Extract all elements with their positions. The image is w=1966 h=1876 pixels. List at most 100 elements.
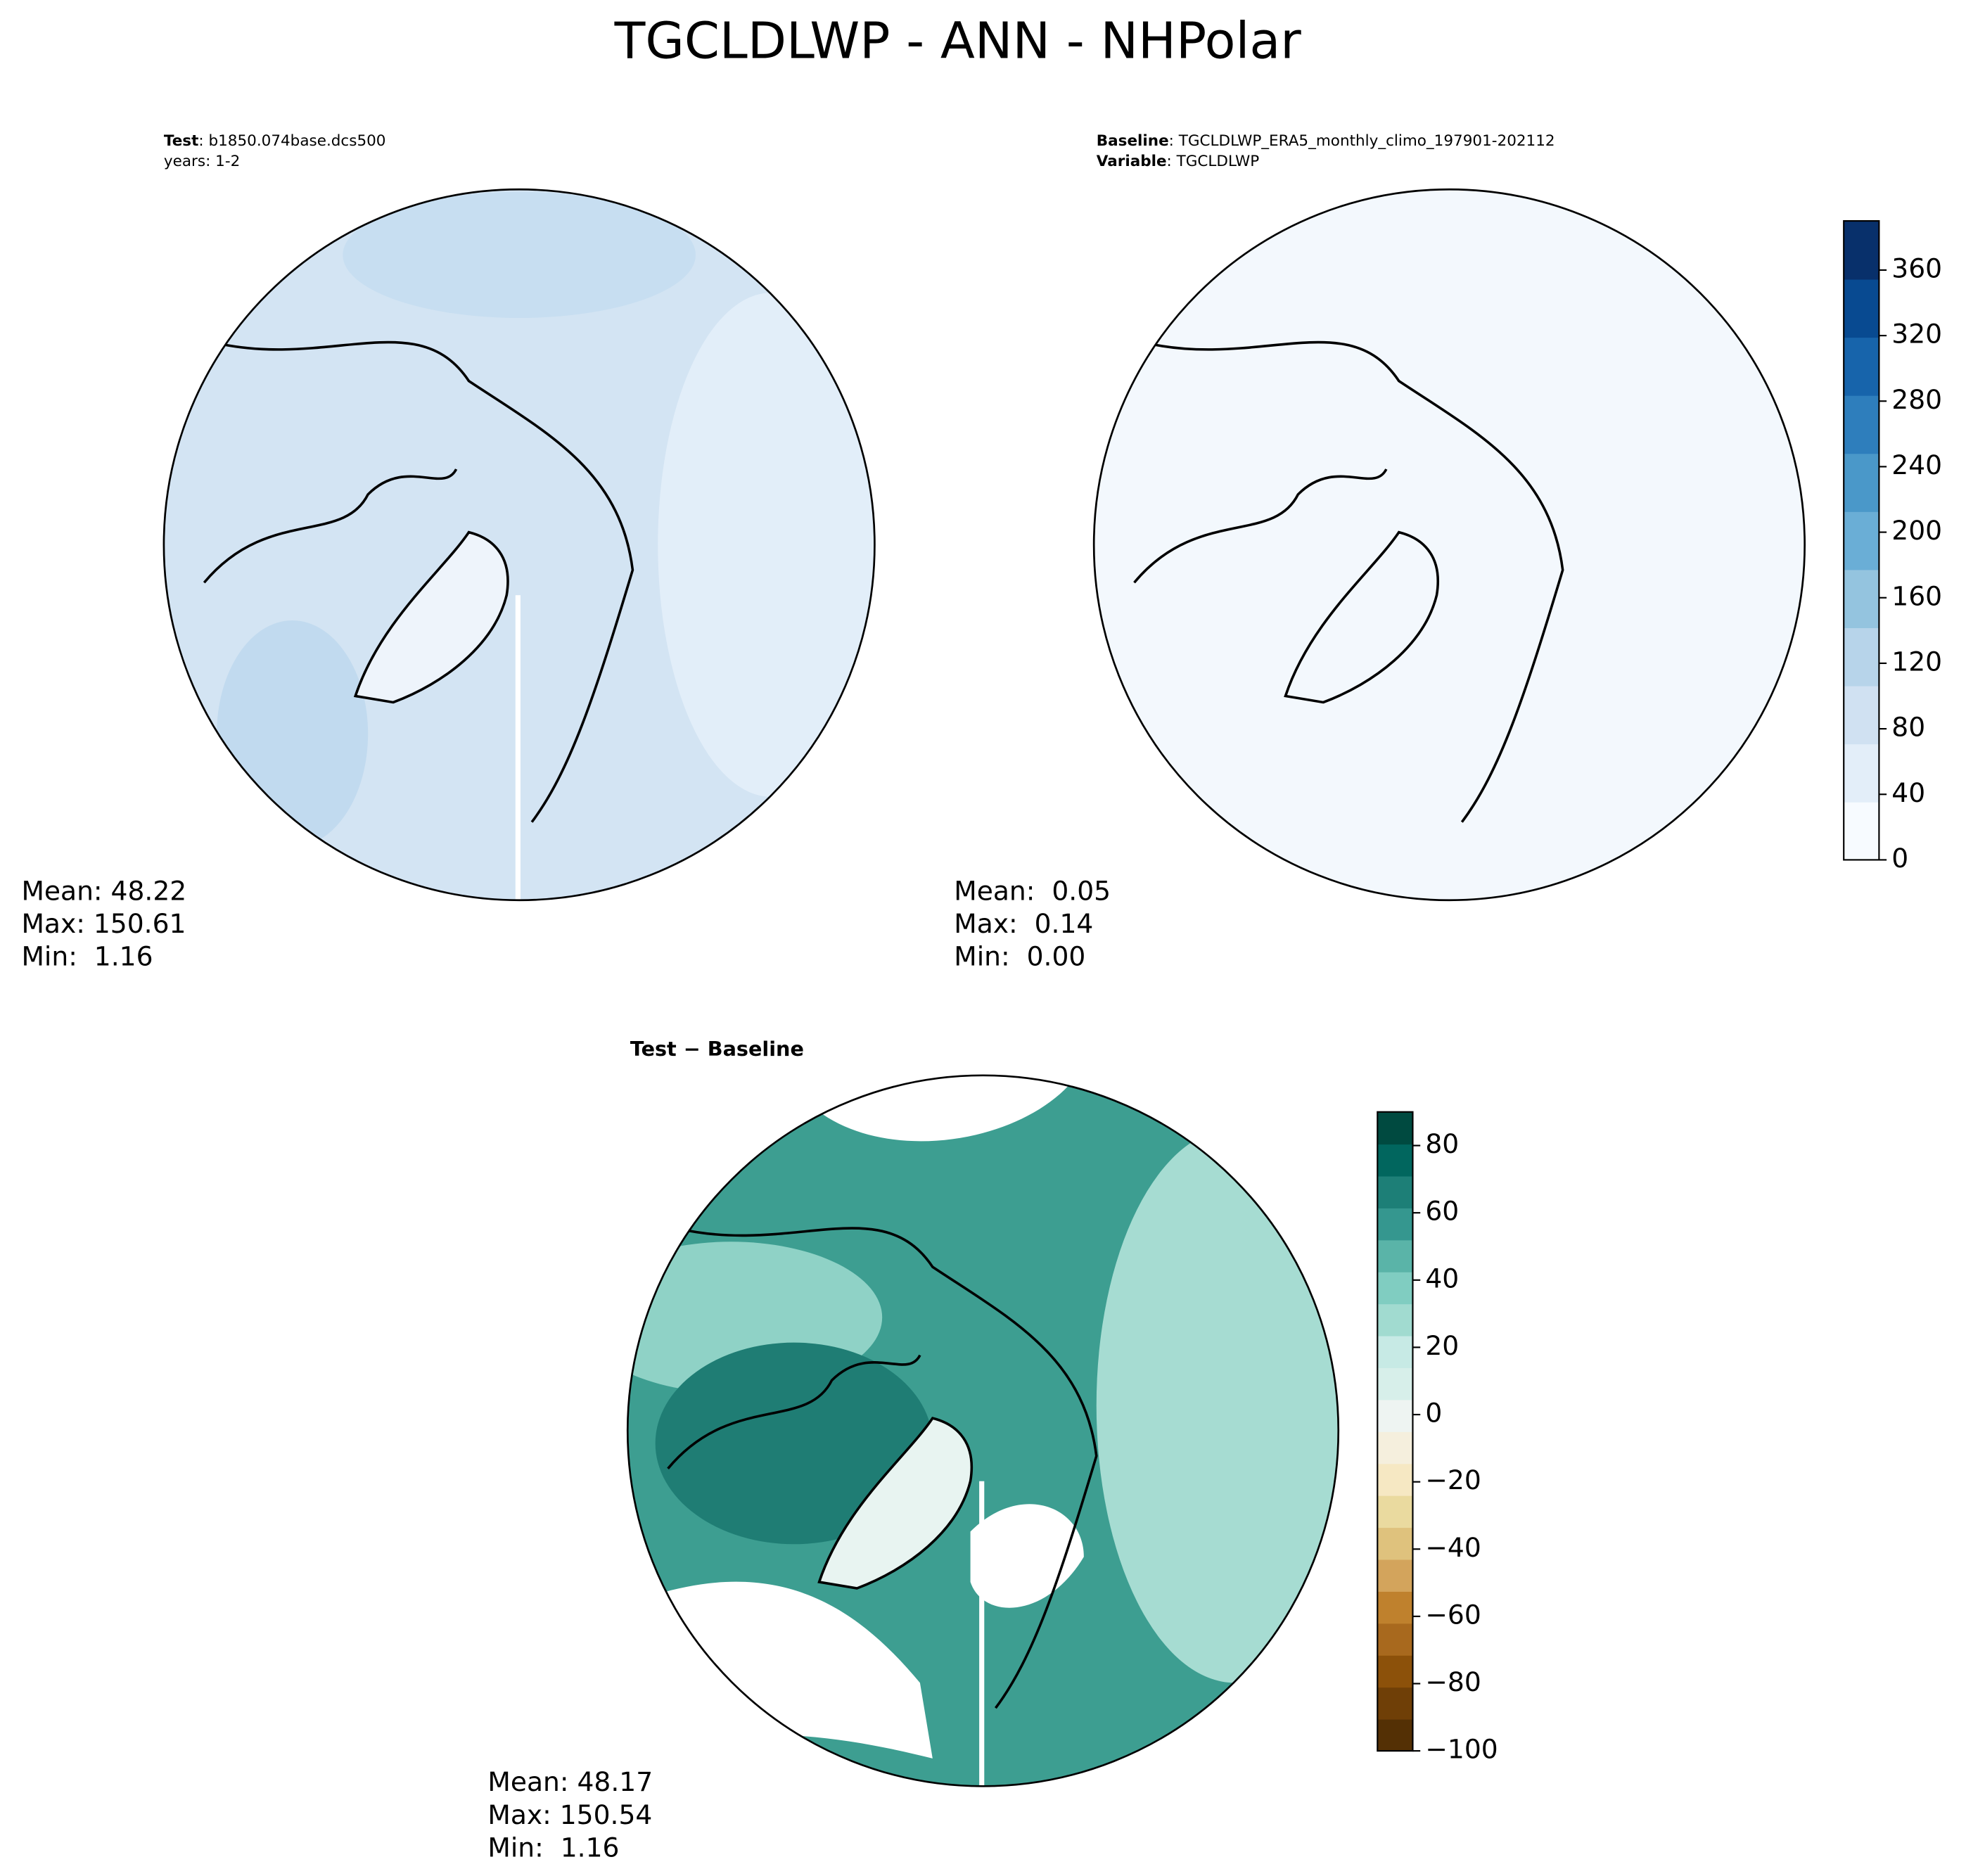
panel-header: Test: b1850.074base.dcs500 xyxy=(164,132,386,150)
figure-title: TGCLDLWP - ANN - NHPolar xyxy=(614,11,1302,70)
colorbar-tick-label: 80 xyxy=(1891,712,1925,743)
coastline xyxy=(216,340,634,823)
colorbar-band xyxy=(1844,801,1879,861)
seam xyxy=(979,1481,985,1787)
colorbar-tick-label: −20 xyxy=(1425,1465,1481,1495)
header-text: : TGCLDLWP_ERA5_monthly_climo_197901-202… xyxy=(1169,132,1555,150)
field-shade xyxy=(217,620,369,848)
panel-header: Variable: TGCLDLWP xyxy=(1097,153,1259,170)
map xyxy=(627,1075,1339,1787)
colorbar-frame xyxy=(1843,219,1880,861)
coastline xyxy=(1284,530,1439,704)
colorbar-band xyxy=(1377,1527,1413,1560)
colorbar-tick-label: 0 xyxy=(1891,843,1908,874)
colorbar-tick-label: 280 xyxy=(1891,384,1942,415)
colorbar-tick-label: −40 xyxy=(1425,1532,1481,1563)
colorbar-band xyxy=(1377,1144,1413,1177)
colorbar-band xyxy=(1377,1495,1413,1529)
colorbar-band xyxy=(1844,685,1879,745)
colorbar-band xyxy=(1377,1654,1413,1688)
colorbar-band xyxy=(1377,1335,1413,1368)
stat: Mean: 48.22 xyxy=(21,876,186,907)
colorbar-tick-label: 60 xyxy=(1425,1196,1459,1227)
colorbar-tick-label: 240 xyxy=(1891,449,1942,480)
coastline xyxy=(1133,468,1388,584)
colorbar-band xyxy=(1844,279,1879,338)
seam xyxy=(515,595,521,900)
colorbar-tick-label: 200 xyxy=(1891,515,1942,546)
colorbar-tick-label: 160 xyxy=(1891,580,1942,611)
colorbar-band xyxy=(1377,1463,1413,1496)
coastline xyxy=(680,1227,1098,1709)
coastline xyxy=(353,530,509,704)
colorbar-band xyxy=(1377,1271,1413,1305)
map-border xyxy=(626,1074,1340,1787)
coastline xyxy=(1147,340,1564,823)
field-shade xyxy=(658,293,875,797)
coastline xyxy=(667,1354,921,1469)
stat: Max: 150.54 xyxy=(487,1799,652,1830)
panel-header: Test − Baseline xyxy=(630,1037,804,1061)
colorbar-band xyxy=(1844,221,1879,280)
colorbar-band xyxy=(1844,569,1879,628)
map-border xyxy=(162,188,876,902)
colorbar-band xyxy=(1377,1559,1413,1592)
colorbar-tick-label: 320 xyxy=(1891,319,1942,350)
stat: Min: 1.16 xyxy=(487,1832,619,1863)
field-dark xyxy=(655,1342,933,1545)
colorbar-band xyxy=(1377,1399,1413,1432)
colorbar-tick-label: −100 xyxy=(1425,1734,1498,1765)
colorbar-tick-label: 360 xyxy=(1891,253,1942,283)
greenland xyxy=(355,532,508,703)
colorbar-band xyxy=(1377,1623,1413,1656)
header-key: Test − Baseline xyxy=(630,1037,804,1061)
colorbar-band xyxy=(1844,627,1879,687)
colorbar-tick-label: −60 xyxy=(1425,1599,1481,1630)
header-key: Variable xyxy=(1097,153,1167,170)
header-key: Baseline xyxy=(1097,132,1169,150)
colorbar-band xyxy=(1844,511,1879,570)
panel-header: years: 1-2 xyxy=(164,153,240,170)
colorbar-tick-label: 120 xyxy=(1891,646,1942,677)
colorbar-tick-label: −80 xyxy=(1425,1666,1481,1697)
header-text: : b1850.074base.dcs500 xyxy=(198,132,385,150)
colorbar-band xyxy=(1844,337,1879,396)
map-border xyxy=(1092,188,1806,902)
map-field xyxy=(1094,189,1805,900)
colorbar-band xyxy=(1377,1111,1413,1145)
colorbar-band xyxy=(1377,1175,1413,1208)
colorbar-band xyxy=(1377,1591,1413,1624)
stat: Mean: 0.05 xyxy=(954,876,1111,907)
colorbar-tick-label: 40 xyxy=(1425,1263,1459,1294)
stat: Max: 150.61 xyxy=(21,908,186,939)
colorbar-band xyxy=(1377,1718,1413,1752)
colorbar-tick-label: 80 xyxy=(1425,1128,1459,1159)
map xyxy=(163,189,875,900)
coastline xyxy=(203,468,458,584)
colorbar-band xyxy=(1377,1208,1413,1241)
header-key: Test xyxy=(164,132,198,150)
stat: Min: 0.00 xyxy=(954,941,1085,972)
header-text: years: 1-2 xyxy=(164,153,240,170)
colorbar-band xyxy=(1377,1431,1413,1465)
colorbar-tick-label: 20 xyxy=(1425,1330,1459,1361)
colorbar-band xyxy=(1377,1303,1413,1336)
colorbar-band xyxy=(1377,1239,1413,1272)
colorbar-band xyxy=(1377,1367,1413,1400)
colorbar-band xyxy=(1844,744,1879,803)
colorbar-tick-label: 40 xyxy=(1891,777,1925,808)
field-light xyxy=(1096,1128,1339,1683)
header-text: : TGCLDLWP xyxy=(1167,153,1260,170)
stat: Mean: 48.17 xyxy=(487,1766,653,1797)
colorbar-band xyxy=(1377,1687,1413,1720)
colorbar-frame xyxy=(1377,1111,1414,1752)
colorbar-band xyxy=(1844,453,1879,512)
greenland-diff xyxy=(819,1418,972,1588)
panel-header: Baseline: TGCLDLWP_ERA5_monthly_climo_19… xyxy=(1097,132,1555,150)
colorbar-tick-label: 0 xyxy=(1425,1398,1442,1429)
colorbar-band xyxy=(1844,395,1879,454)
stat: Max: 0.14 xyxy=(954,908,1093,939)
coastline xyxy=(817,1417,973,1590)
field-shade xyxy=(343,191,696,318)
